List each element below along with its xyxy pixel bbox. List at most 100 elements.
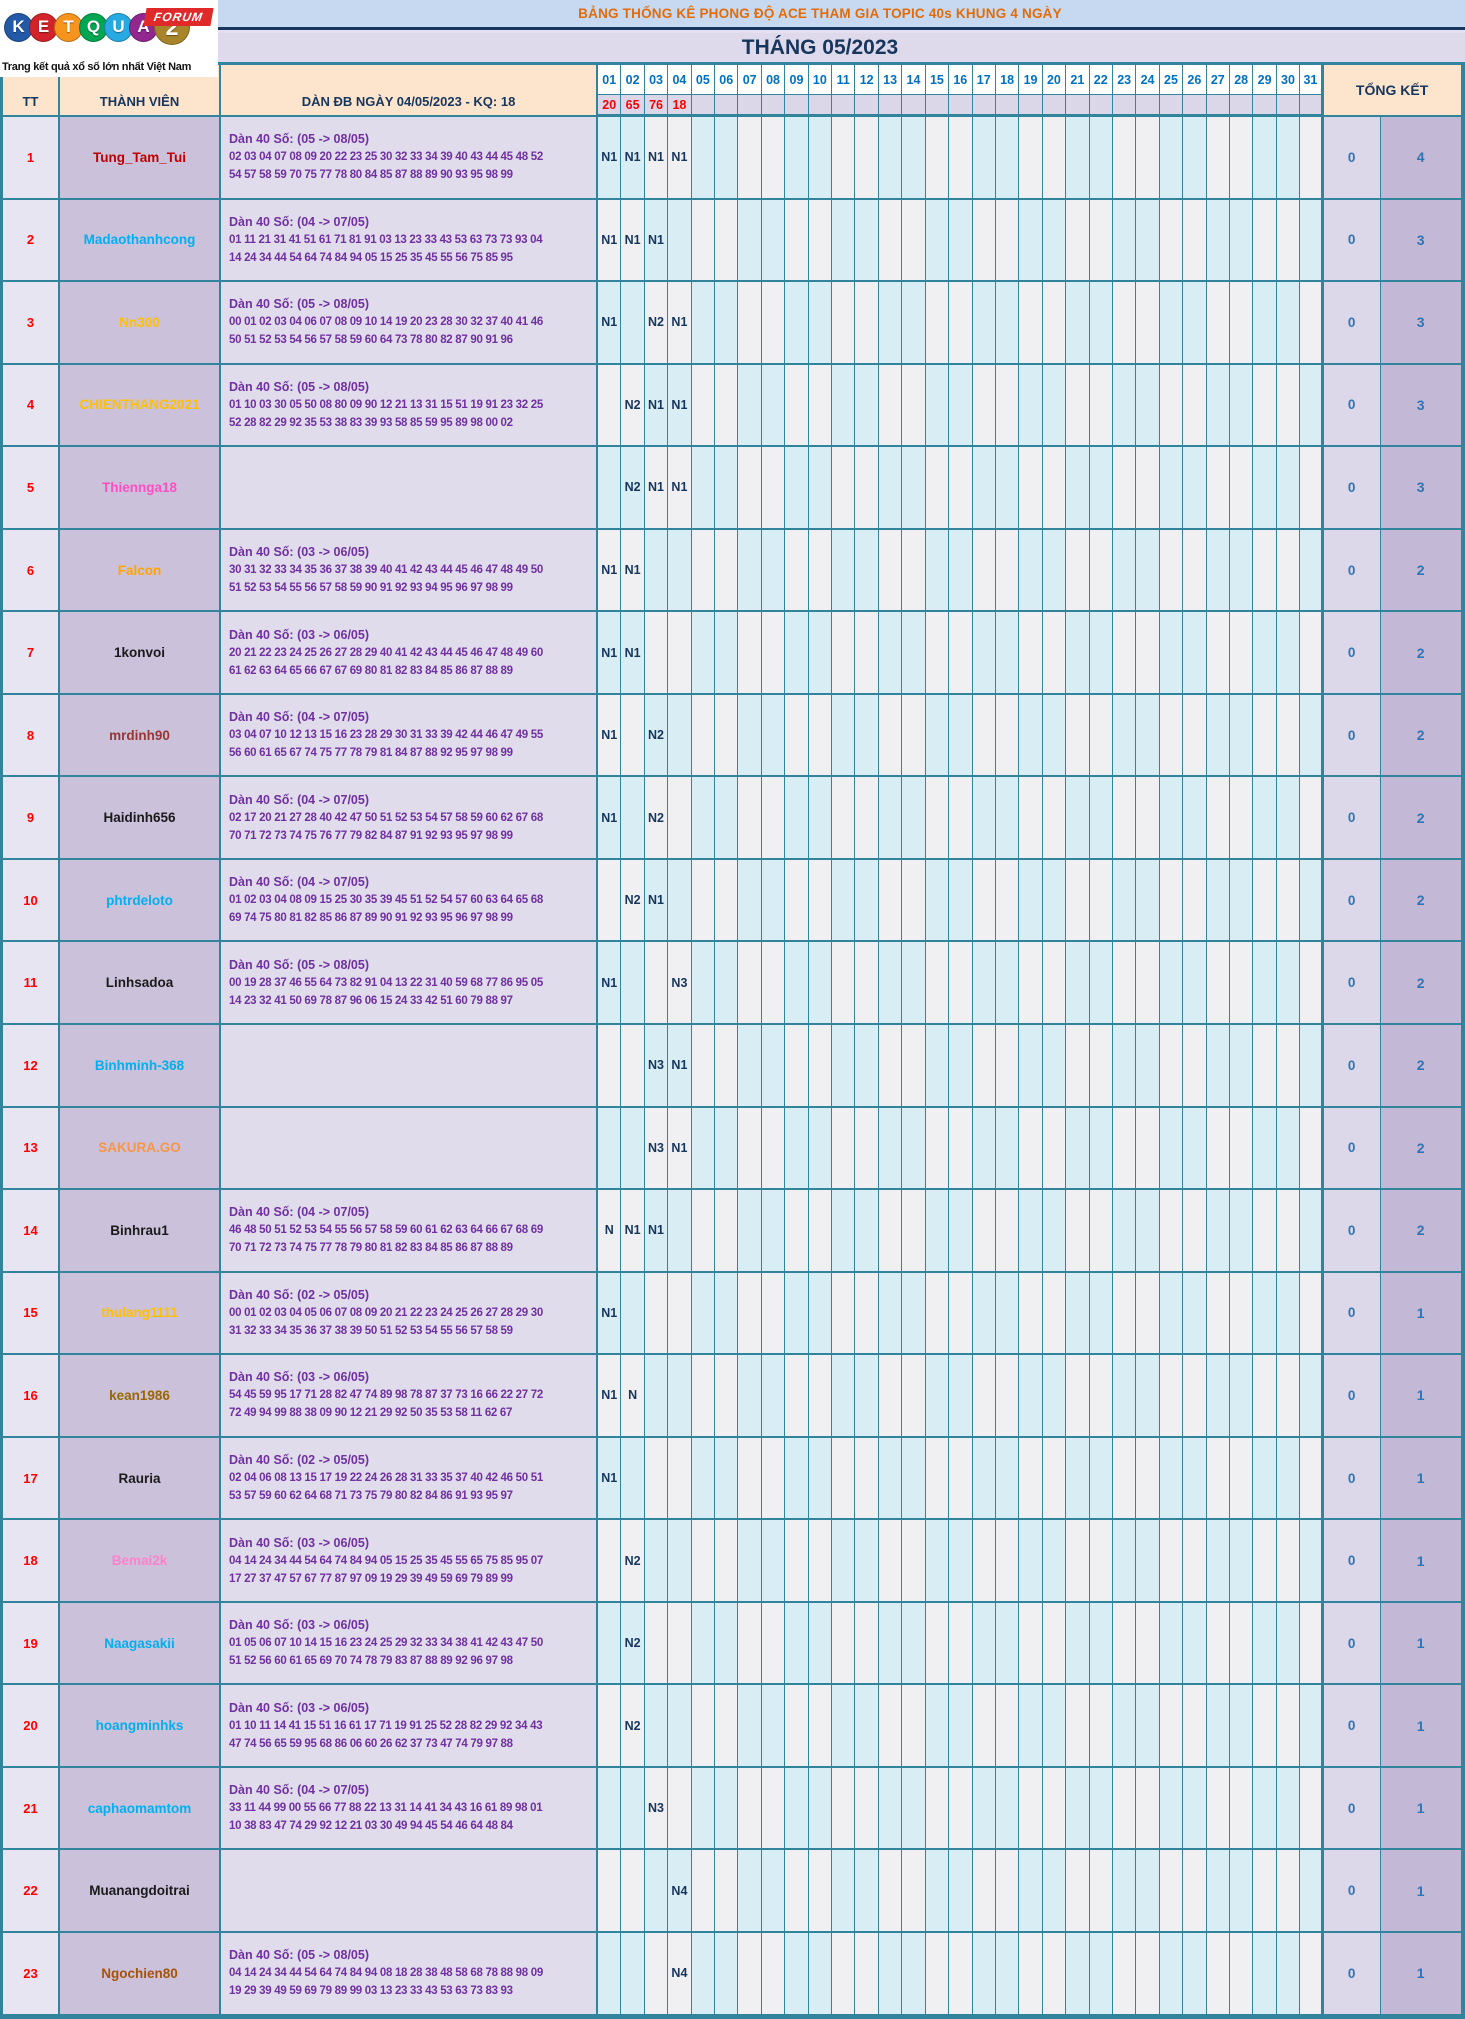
day-mark-cell bbox=[1253, 282, 1277, 365]
member-name[interactable]: SAKURA.GO bbox=[60, 1107, 221, 1191]
day-mark-cell bbox=[972, 1272, 996, 1356]
member-name[interactable]: hoangminhks bbox=[60, 1685, 221, 1768]
member-name[interactable]: Naagasakii bbox=[60, 1602, 221, 1686]
member-name[interactable]: Rauria bbox=[60, 1437, 221, 1521]
day-mark-cell bbox=[715, 282, 739, 365]
day-mark-cell bbox=[1089, 612, 1113, 695]
total-score: 1 bbox=[1380, 1272, 1462, 1356]
dan-line-2: 51 52 53 54 55 56 57 58 59 90 91 92 93 9… bbox=[229, 582, 513, 594]
day-column-header: 15 bbox=[925, 65, 950, 95]
member-name[interactable]: kean1986 bbox=[60, 1355, 221, 1438]
day-mark-cell bbox=[878, 117, 903, 200]
member-name[interactable]: Nn300 bbox=[60, 282, 221, 365]
day-mark-cell bbox=[1276, 942, 1301, 1026]
member-name[interactable]: Muanangdoitrai bbox=[60, 1850, 221, 1934]
total-score: 2 bbox=[1380, 1190, 1462, 1273]
day-mark-cell bbox=[785, 1437, 809, 1521]
member-name[interactable]: Haidinh656 bbox=[60, 777, 221, 860]
day-mark-cell bbox=[644, 1933, 669, 2016]
member-name[interactable]: Falcon bbox=[60, 529, 221, 613]
day-mark-cell bbox=[715, 117, 739, 200]
day-mark-cell bbox=[644, 1355, 669, 1438]
day-mark-cell bbox=[668, 777, 692, 860]
day-mark-cell bbox=[1019, 364, 1043, 448]
member-name[interactable]: Tung_Tam_Tui bbox=[60, 117, 221, 200]
day-mark-cell bbox=[1042, 1355, 1067, 1438]
day-mark-cell bbox=[808, 199, 833, 283]
member-name[interactable]: Binhrau1 bbox=[60, 1190, 221, 1273]
day-mark-cell bbox=[1066, 612, 1090, 695]
day-mark-cell bbox=[995, 1272, 1020, 1356]
day-mark-cell bbox=[808, 117, 833, 200]
day-mark-cell bbox=[855, 1107, 879, 1191]
member-name[interactable]: Ngochien80 bbox=[60, 1933, 221, 2016]
day-mark-cell bbox=[1112, 1685, 1137, 1768]
total-score: 2 bbox=[1380, 942, 1462, 1026]
row-index: 4 bbox=[3, 364, 60, 448]
day-mark-cell bbox=[949, 694, 973, 778]
day-mark-cell bbox=[949, 1190, 973, 1273]
total-zero: 0 bbox=[1323, 1272, 1381, 1356]
day-column-header: 14 bbox=[902, 65, 926, 95]
day-mark-cell bbox=[972, 1520, 996, 1603]
member-name[interactable]: Linhsadoa bbox=[60, 942, 221, 1026]
day-mark-cell bbox=[972, 1685, 996, 1768]
day-mark-cell bbox=[1136, 1767, 1160, 1851]
day-mark-cell bbox=[1183, 694, 1207, 778]
day-mark-cell bbox=[878, 1107, 903, 1191]
total-score: 1 bbox=[1380, 1850, 1462, 1934]
day-mark-cell bbox=[1183, 1355, 1207, 1438]
day-mark-cell bbox=[1300, 1272, 1324, 1356]
member-name[interactable]: Binhminh-368 bbox=[60, 1025, 221, 1108]
day-mark-cell bbox=[1159, 1272, 1184, 1356]
member-name[interactable]: Thiennga18 bbox=[60, 447, 221, 530]
day-mark-cell bbox=[715, 1437, 739, 1521]
day-mark-cell bbox=[1136, 777, 1160, 860]
day-mark-cell bbox=[1159, 1355, 1184, 1438]
day-mark-cell bbox=[855, 1850, 879, 1934]
day-mark-cell bbox=[1112, 1190, 1137, 1273]
member-name[interactable]: phtrdeloto bbox=[60, 859, 221, 943]
member-name[interactable]: 1konvoi bbox=[60, 612, 221, 695]
day-mark-cell: N2 bbox=[621, 364, 645, 448]
day-mark-cell bbox=[1066, 1850, 1090, 1934]
member-name[interactable]: CHIENTHANG2021 bbox=[60, 364, 221, 448]
day-mark-cell bbox=[855, 1190, 879, 1273]
day-mark-cell bbox=[925, 1850, 950, 1934]
member-name[interactable]: Bemai2k bbox=[60, 1520, 221, 1603]
day-mark-cell bbox=[1019, 694, 1043, 778]
day-mark-cell: N1 bbox=[644, 117, 669, 200]
day-mark-cell bbox=[1206, 364, 1230, 448]
day-mark-cell bbox=[1229, 1437, 1254, 1521]
day-mark-cell bbox=[878, 1685, 903, 1768]
day-mark-cell bbox=[1089, 282, 1113, 365]
day-mark-cell bbox=[598, 1602, 622, 1686]
day-mark-cell: N1 bbox=[668, 1107, 692, 1191]
member-name[interactable]: thulang1111 bbox=[60, 1272, 221, 1356]
day-mark-cell bbox=[785, 529, 809, 613]
member-name[interactable]: mrdinh90 bbox=[60, 694, 221, 778]
day-mark-cell bbox=[1159, 282, 1184, 365]
member-name[interactable]: Madaothanhcong bbox=[60, 199, 221, 283]
day-mark-cell bbox=[925, 612, 950, 695]
day-mark-cell bbox=[1276, 612, 1301, 695]
day-mark-cell bbox=[1159, 529, 1184, 613]
day-mark-cell bbox=[1159, 1190, 1184, 1273]
day-mark-cell bbox=[1089, 942, 1113, 1026]
day-mark-cell bbox=[1183, 447, 1207, 530]
day-mark-cell bbox=[855, 612, 879, 695]
day-mark-cell bbox=[1089, 1355, 1113, 1438]
day-mark-cell bbox=[1066, 1025, 1090, 1108]
day-mark-cell bbox=[1276, 694, 1301, 778]
day-mark-cell bbox=[761, 1437, 786, 1521]
day-mark-cell bbox=[598, 1933, 622, 2016]
day-mark-cell bbox=[1112, 1520, 1137, 1603]
day-mark-cell bbox=[1042, 859, 1067, 943]
day-column-header: 16 bbox=[949, 65, 973, 95]
day-mark-cell bbox=[715, 1685, 739, 1768]
member-name[interactable]: caphaomamtom bbox=[60, 1767, 221, 1851]
day-mark-cell bbox=[1159, 1933, 1184, 2016]
day-mark-cell bbox=[1019, 1602, 1043, 1686]
day-mark-cell bbox=[1300, 1107, 1324, 1191]
